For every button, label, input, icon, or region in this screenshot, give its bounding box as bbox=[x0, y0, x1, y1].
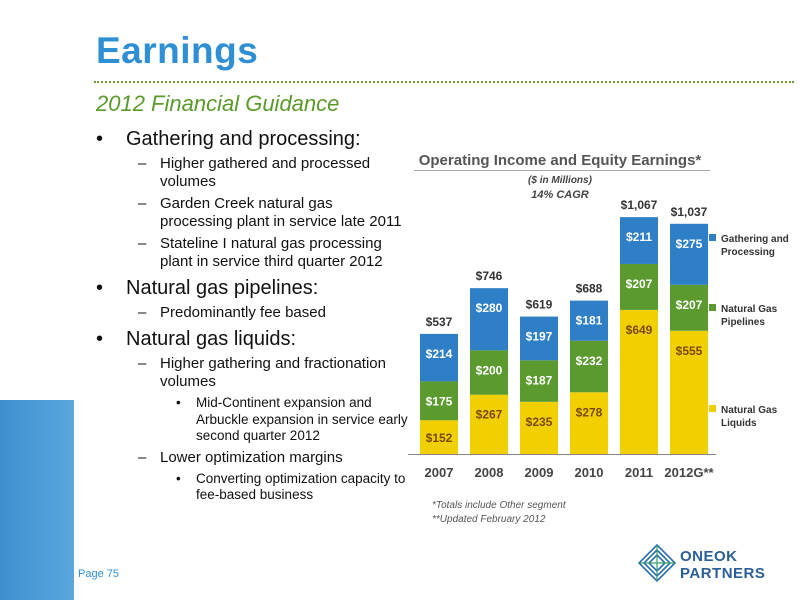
total-label: $1,037 bbox=[671, 205, 708, 219]
bar-segment bbox=[520, 401, 558, 454]
data-label: $649 bbox=[626, 323, 653, 337]
footnote-totals: *Totals include Other segment bbox=[432, 500, 566, 511]
bullet-list: Gathering and processing: Higher gathered… bbox=[88, 128, 408, 504]
sub-bullet-item: Stateline I natural gas processing plant… bbox=[88, 235, 408, 271]
logo-text-oneok: ONEOK bbox=[680, 548, 738, 565]
title-divider bbox=[94, 81, 794, 83]
bar-segment bbox=[670, 223, 708, 285]
sub-sub-bullet-item: Mid-Continent expansion and Arbuckle exp… bbox=[88, 395, 408, 445]
data-label: $152 bbox=[426, 431, 453, 445]
legend-swatch-liquids bbox=[709, 405, 716, 412]
bar-segment bbox=[620, 217, 658, 264]
data-label: $207 bbox=[676, 298, 703, 312]
bar-segment bbox=[420, 381, 458, 421]
bar-segment bbox=[620, 263, 658, 310]
total-label: $1,067 bbox=[621, 198, 658, 212]
bar-segment bbox=[470, 350, 508, 395]
bar-segment bbox=[620, 309, 658, 454]
bullet-item: Gathering and processing: bbox=[88, 128, 408, 151]
sub-bullet-item: Predominantly fee based bbox=[88, 304, 408, 322]
chart-units: ($ in Millions) bbox=[528, 175, 592, 186]
chart-cagr-annotation: 14% CAGR bbox=[531, 189, 589, 201]
data-label: $232 bbox=[576, 354, 603, 368]
chart-title: Operating Income and Equity Earnings* bbox=[418, 152, 702, 169]
data-label: $280 bbox=[476, 301, 503, 315]
data-label: $235 bbox=[526, 415, 553, 429]
data-label: $175 bbox=[426, 394, 453, 408]
sub-bullet-item: Higher gathering and fractionation volum… bbox=[88, 355, 408, 391]
sub-bullet-item: Lower optimization margins bbox=[88, 449, 408, 467]
legend-label-liquids: Natural Gas Liquids bbox=[721, 405, 778, 429]
legend-item-liquids: Natural Gas Liquids bbox=[709, 404, 800, 430]
data-label: $214 bbox=[426, 347, 453, 361]
data-label: $187 bbox=[526, 373, 553, 387]
bar-segment bbox=[670, 284, 708, 331]
data-label: $207 bbox=[626, 277, 653, 291]
bar-segment bbox=[570, 300, 608, 341]
data-label: $211 bbox=[626, 230, 652, 244]
left-accent-bar bbox=[0, 400, 74, 600]
legend-label-gathering: Gathering and Processing bbox=[721, 234, 789, 258]
data-label: $278 bbox=[576, 405, 603, 419]
bullet-item: Natural gas pipelines: bbox=[88, 277, 408, 300]
data-label: $181 bbox=[576, 314, 603, 328]
data-label: $197 bbox=[526, 330, 553, 344]
bar-segment bbox=[470, 394, 508, 454]
chart-title-rule bbox=[414, 170, 710, 171]
page-title: Earnings bbox=[96, 30, 259, 71]
data-label: $267 bbox=[476, 408, 503, 422]
bar-segment bbox=[470, 288, 508, 351]
x-tick-label: 2012G** bbox=[664, 465, 714, 480]
x-tick-label: 2009 bbox=[525, 465, 554, 480]
sub-sub-bullet-item: Converting optimization capacity to fee-… bbox=[88, 471, 408, 504]
x-tick-label: 2010 bbox=[575, 465, 604, 480]
bar-segment bbox=[570, 340, 608, 393]
bar-segment bbox=[570, 392, 608, 454]
total-label: $746 bbox=[476, 269, 503, 283]
total-label: $537 bbox=[426, 315, 453, 329]
total-label: $688 bbox=[576, 282, 603, 296]
sub-bullet-item: Higher gathered and processed volumes bbox=[88, 155, 408, 191]
oneok-logo-icon bbox=[637, 543, 677, 583]
data-label: $200 bbox=[476, 363, 503, 377]
bar-segment bbox=[520, 316, 558, 361]
legend-swatch-pipelines bbox=[709, 304, 716, 311]
bar-segment bbox=[420, 333, 458, 382]
legend-item-gathering: Gathering and Processing bbox=[709, 233, 800, 259]
total-label: $619 bbox=[526, 298, 553, 312]
bar-segment bbox=[670, 330, 708, 454]
bar-segment bbox=[420, 420, 458, 454]
x-tick-label: 2007 bbox=[425, 465, 454, 480]
x-tick-label: 2008 bbox=[475, 465, 504, 480]
logo-text-partners: PARTNERS bbox=[680, 565, 766, 582]
x-tick-label: 2011 bbox=[625, 465, 653, 480]
legend-item-pipelines: Natural Gas Pipelines bbox=[709, 303, 800, 329]
bar-segment bbox=[520, 360, 558, 402]
legend-swatch-gathering bbox=[709, 234, 716, 241]
sub-bullet-item: Garden Creek natural gas processing plan… bbox=[88, 195, 408, 231]
data-label: $555 bbox=[676, 344, 703, 358]
page-number: Page 75 bbox=[78, 568, 119, 580]
page-subtitle: 2012 Financial Guidance bbox=[96, 91, 340, 116]
footnote-updated: **Updated February 2012 bbox=[432, 514, 546, 525]
bullet-item: Natural gas liquids: bbox=[88, 328, 408, 351]
data-label: $275 bbox=[676, 237, 703, 251]
legend-label-pipelines: Natural Gas Pipelines bbox=[721, 304, 778, 328]
